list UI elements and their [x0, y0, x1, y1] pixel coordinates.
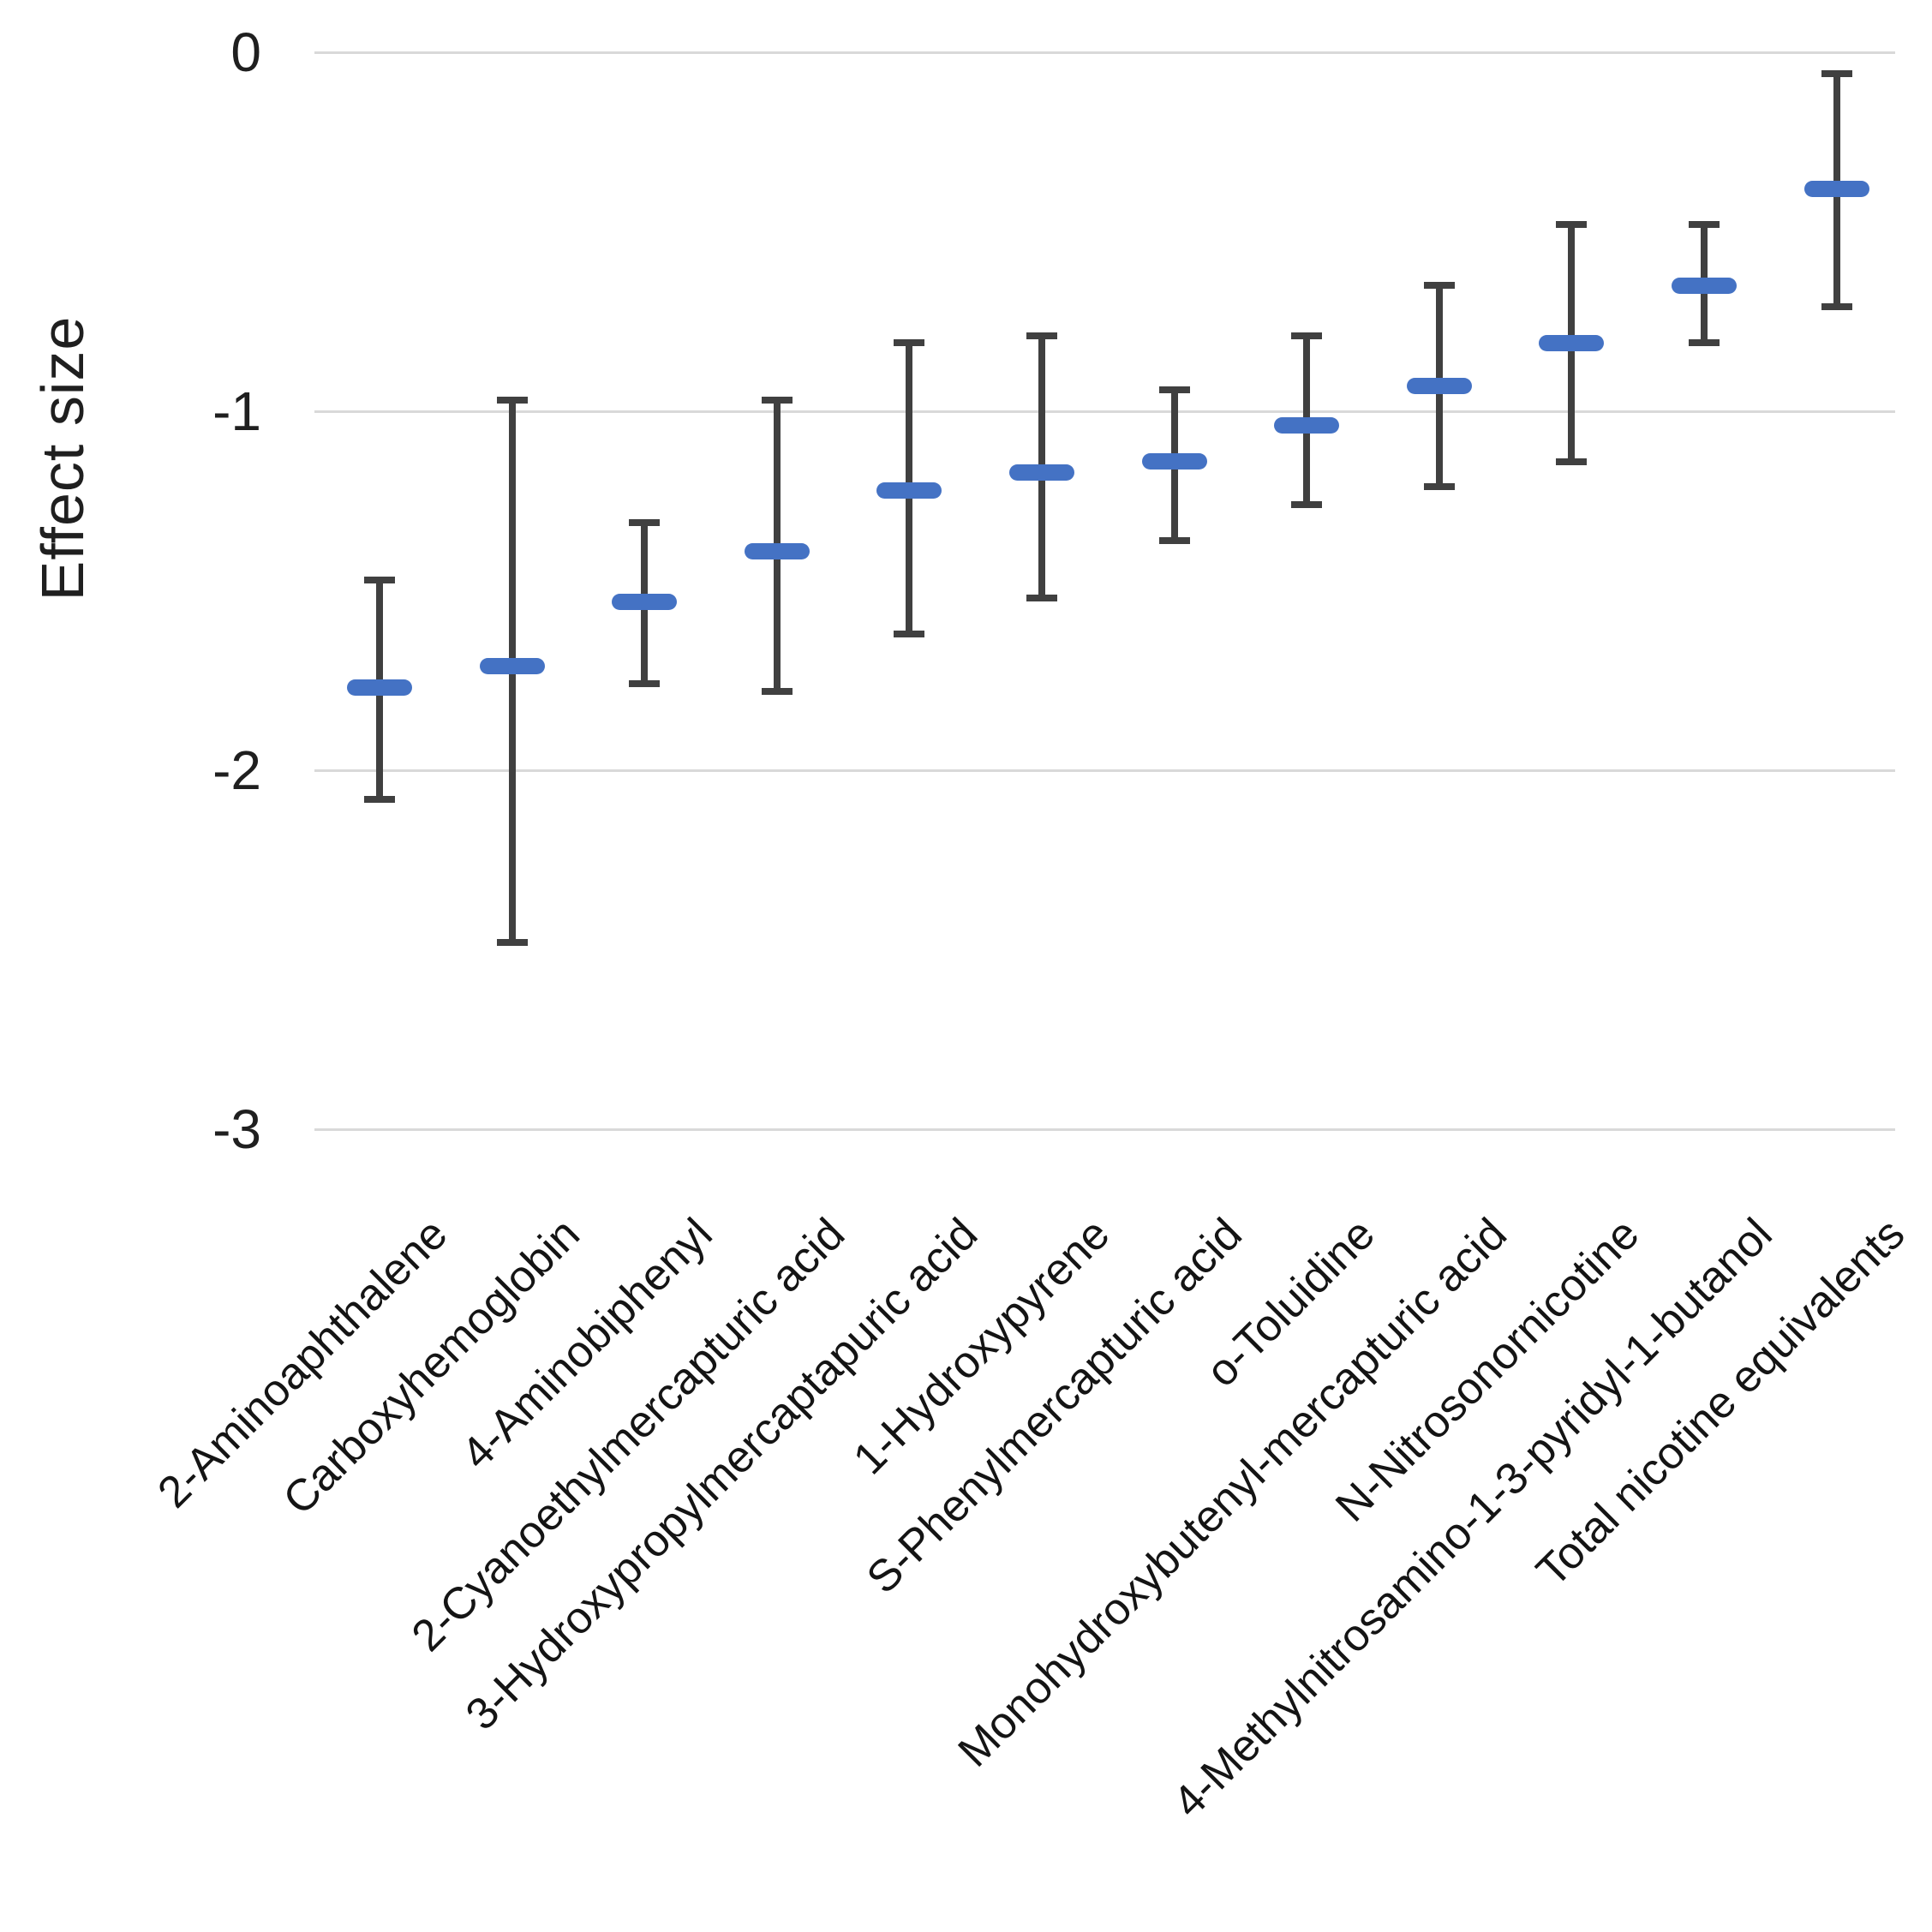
error-bar-cap-bottom [364, 795, 395, 803]
point-estimate-marker [1274, 417, 1340, 434]
error-bar-cap-bottom [496, 939, 528, 947]
error-bar-cap-top [1291, 332, 1323, 339]
point-estimate-marker [1803, 180, 1869, 197]
error-bar-cap-top [629, 518, 661, 526]
point-estimate-marker [1672, 277, 1737, 294]
error-bar-cap-top [1821, 70, 1852, 78]
y-tick-label--3: -3 [212, 1098, 261, 1160]
error-bar-cap-top [1556, 221, 1588, 229]
error-bar-cap-top [364, 576, 395, 583]
error-bar-cap-top [1689, 221, 1720, 229]
gridline-y--1 [314, 410, 1895, 413]
point-estimate-marker [744, 542, 810, 559]
error-bar-cap-bottom [1158, 536, 1190, 544]
y-tick-label--2: -2 [212, 739, 261, 801]
point-estimate-marker [1141, 453, 1207, 470]
gridline-y--2 [314, 769, 1895, 772]
gridline-y--3 [314, 1127, 1895, 1131]
y-tick-label--1: -1 [212, 380, 261, 442]
error-bar-cap-top [496, 397, 528, 404]
error-bar-cap-bottom [629, 680, 661, 688]
error-bar-cap-bottom [1689, 339, 1720, 347]
point-estimate-marker [1539, 334, 1605, 351]
point-estimate-marker [612, 593, 678, 610]
y-axis-title: Effect size [29, 315, 96, 601]
error-bar-cap-top [1158, 386, 1190, 393]
error-bar-cap-top [761, 397, 793, 404]
point-estimate-marker [479, 657, 545, 674]
y-tick-label-0: 0 [230, 21, 261, 83]
error-bar-cap-bottom [1423, 482, 1455, 490]
error-bar-cap-bottom [894, 630, 925, 637]
point-estimate-marker [347, 679, 412, 697]
error-bar-cap-bottom [1291, 500, 1323, 508]
error-bar-cap-top [1026, 332, 1057, 339]
point-estimate-marker [876, 482, 942, 499]
error-bar-cap-bottom [1026, 594, 1057, 601]
point-estimate-marker [1406, 378, 1472, 395]
error-bar-cap-top [1423, 282, 1455, 290]
gridline-y-0 [314, 51, 1895, 54]
error-bar-cap-bottom [1556, 458, 1588, 465]
error-bar-cap-bottom [761, 687, 793, 695]
error-bar-cap-top [894, 339, 925, 347]
error-bar-cap-bottom [1821, 303, 1852, 311]
x-axis-label: 4-Aminobiphenyl [452, 1209, 722, 1480]
point-estimate-marker [1009, 464, 1074, 481]
